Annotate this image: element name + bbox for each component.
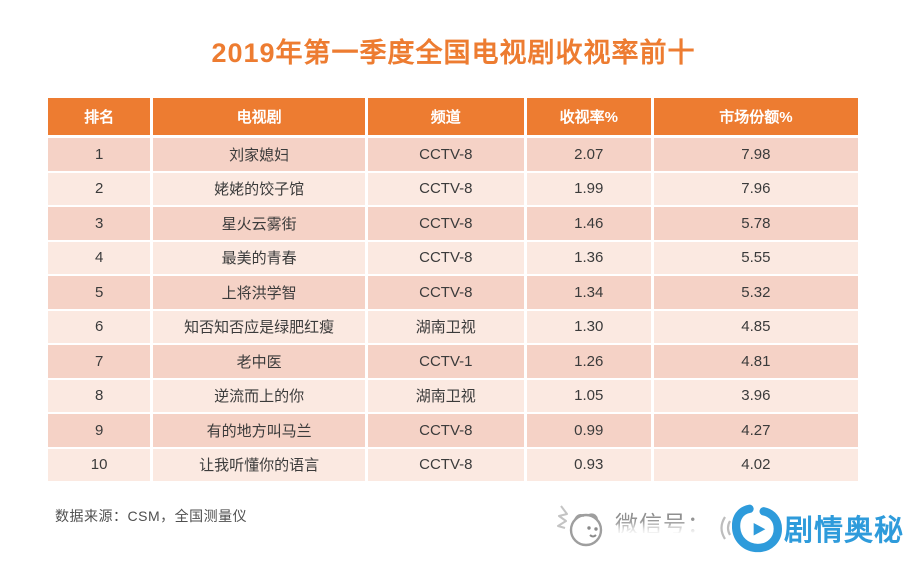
drama-title-cell: 星火云雾街	[153, 207, 368, 240]
rating-cell: 2.07	[527, 138, 654, 171]
channel-cell: 湖南卫视	[368, 379, 527, 412]
channel-cell: CCTV-8	[368, 172, 527, 205]
market-share-cell: 7.96	[741, 180, 771, 198]
market-share-cell: 4.81	[741, 352, 771, 370]
censored-blur-patch	[614, 533, 727, 555]
drama-title-cell: 让我听懂你的语言	[153, 448, 368, 481]
table-row: 7 老中医 CCTV-1 1.26 4.81	[48, 345, 858, 380]
rating-cell: 1.36	[527, 241, 654, 274]
table-row: 2 姥姥的饺子馆 CCTV-8 1.99 7.96	[48, 172, 858, 207]
table-row: 5 上将洪学智 CCTV-8 1.34 5.32	[48, 276, 858, 311]
rating-cell: 1.99	[527, 172, 654, 205]
market-share-cell: 4.27	[741, 421, 771, 439]
header-rank-cell: 排名	[48, 98, 154, 135]
rating-cell: 1.46	[527, 207, 654, 240]
wechat-id-label: 微信号：	[614, 511, 711, 537]
market-share-cell: 5.78	[741, 214, 771, 232]
rating-cell: 0.93	[527, 448, 654, 481]
drama-title-cell: 刘家媳妇	[153, 138, 368, 171]
drama-title-cell: 最美的青春	[153, 241, 368, 274]
play-swirl-logo-icon	[731, 504, 782, 553]
channel-cell: CCTV-1	[368, 345, 527, 378]
rating-cell: 1.30	[527, 310, 654, 343]
market-share-cell: 3.96	[741, 387, 771, 405]
rating-cell: 1.26	[527, 345, 654, 378]
drama-title-cell: 上将洪学智	[153, 276, 368, 309]
doodle-mascot-icon	[556, 505, 603, 547]
rating-cell: 1.05	[527, 379, 654, 412]
rank-cell: 7	[48, 345, 154, 378]
market-share-cell: 4.02	[741, 456, 771, 474]
drama-title-cell: 逆流而上的你	[153, 379, 368, 412]
channel-cell: CCTV-8	[368, 448, 527, 481]
drama-title-cell: 姥姥的饺子馆	[153, 172, 368, 205]
header-rating-cell: 收视率%	[527, 98, 654, 135]
channel-cell: CCTV-8	[368, 414, 527, 447]
table-row: 3 星火云雾街 CCTV-8 1.46 5.78	[48, 207, 858, 242]
rank-cell: 2	[48, 172, 154, 205]
page-title: 2019年第一季度全国电视剧收视率前十	[211, 38, 696, 68]
table-header-row: 排名 电视剧 频道 收视率% 市场份额%	[48, 98, 858, 138]
drama-title-cell: 知否知否应是绿肥红瘦	[153, 310, 368, 343]
brand-name: 剧情奥秘	[783, 515, 904, 547]
market-share-cell: 5.55	[741, 249, 771, 267]
rank-cell: 1	[48, 138, 154, 171]
market-share-cell: 5.32	[741, 283, 771, 301]
drama-title-cell: 老中医	[153, 345, 368, 378]
table-row: 4 最美的青春 CCTV-8 1.36 5.55	[48, 241, 858, 276]
channel-cell: 湖南卫视	[368, 310, 527, 343]
table-row: 1 刘家媳妇 CCTV-8 2.07 7.98	[48, 138, 858, 173]
table-body: 1 刘家媳妇 CCTV-8 2.07 7.98 2 姥姥的饺子馆 CCTV-8 1.99 7.96…	[48, 138, 858, 483]
table-row: 10 让我听懂你的语言 CCTV-8 0.93 4.02	[48, 448, 858, 483]
header-drama-title-cell: 电视剧	[153, 98, 368, 135]
rank-cell: 4	[48, 241, 154, 274]
rank-cell: 5	[48, 276, 154, 309]
table-row: 6 知否知否应是绿肥红瘦 湖南卫视 1.30 4.85	[48, 310, 858, 345]
table-row: 9 有的地方叫马兰 CCTV-8 0.99 4.27	[48, 414, 858, 449]
channel-cell: CCTV-8	[368, 276, 527, 309]
rank-cell: 8	[48, 379, 154, 412]
market-share-cell: 7.98	[741, 145, 771, 163]
rank-cell: 9	[48, 414, 154, 447]
ratings-table: 排名 电视剧 频道 收视率% 市场份额% 1 刘家媳妇 CCTV-8 2.07 7.98 2 姥姥的…	[48, 98, 858, 483]
header-channel-cell: 频道	[368, 98, 527, 135]
table-row: 8 逆流而上的你 湖南卫视 1.05 3.96	[48, 379, 858, 414]
rank-cell: 3	[48, 207, 154, 240]
watermark: 微信号： 剧情奥秘	[553, 497, 904, 559]
channel-cell: CCTV-8	[368, 241, 527, 274]
rank-cell: 6	[48, 310, 154, 343]
data-source-note: 数据来源：CSM，全国测量仪	[55, 508, 248, 524]
header-market-share-cell: 市场份额%	[719, 109, 793, 126]
rating-cell: 1.34	[527, 276, 654, 309]
channel-cell: CCTV-8	[368, 207, 527, 240]
wave-arcs-icon	[720, 516, 731, 540]
drama-title-cell: 有的地方叫马兰	[153, 414, 368, 447]
channel-cell: CCTV-8	[368, 138, 527, 171]
market-share-cell: 4.85	[741, 318, 771, 336]
rank-cell: 10	[48, 448, 154, 481]
rating-cell: 0.99	[527, 414, 654, 447]
